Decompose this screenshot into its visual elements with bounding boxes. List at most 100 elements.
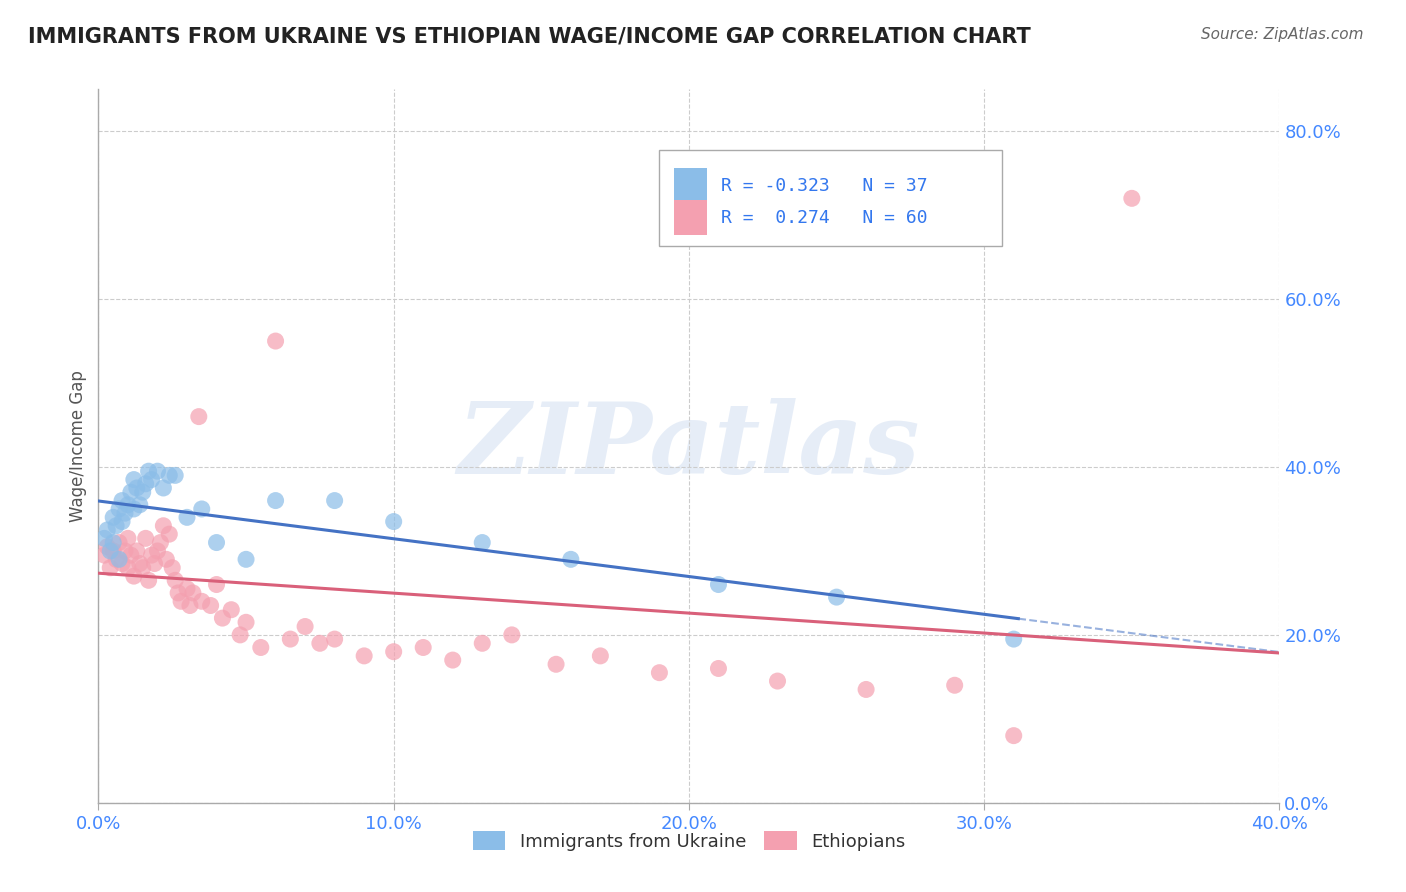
Point <box>122 569 145 583</box>
Point <box>211 611 233 625</box>
Text: IMMIGRANTS FROM UKRAINE VS ETHIOPIAN WAGE/INCOME GAP CORRELATION CHART: IMMIGRANTS FROM UKRAINE VS ETHIOPIAN WAG… <box>28 27 1031 46</box>
Point <box>132 560 155 574</box>
Point <box>471 636 494 650</box>
Point <box>294 619 316 633</box>
Point <box>128 557 150 571</box>
Point <box>114 544 136 558</box>
Point <box>191 502 214 516</box>
Point <box>1121 191 1143 205</box>
Point <box>103 544 125 558</box>
Point <box>501 628 523 642</box>
Point <box>98 544 121 558</box>
Point <box>146 464 169 478</box>
Point <box>117 560 139 574</box>
Point <box>560 552 582 566</box>
FancyBboxPatch shape <box>673 200 707 235</box>
Point <box>96 523 118 537</box>
Point <box>167 586 190 600</box>
Point <box>176 582 198 596</box>
Point <box>93 548 115 562</box>
Point <box>141 473 163 487</box>
Text: Source: ZipAtlas.com: Source: ZipAtlas.com <box>1201 27 1364 42</box>
Point <box>943 678 966 692</box>
Point <box>103 535 125 549</box>
Point <box>114 506 136 520</box>
Point <box>132 485 155 500</box>
Point <box>122 473 145 487</box>
Point <box>235 552 257 566</box>
Point <box>264 334 287 348</box>
Point <box>149 535 172 549</box>
Point <box>229 628 252 642</box>
Point <box>412 640 434 655</box>
Point <box>117 532 139 546</box>
Point <box>1002 632 1025 646</box>
Point <box>855 682 877 697</box>
Point <box>589 648 612 663</box>
Point <box>1002 729 1025 743</box>
Point <box>122 502 145 516</box>
Point <box>264 493 287 508</box>
Point <box>353 648 375 663</box>
Point <box>205 535 228 549</box>
Point <box>157 527 180 541</box>
Point <box>200 599 222 613</box>
Point <box>141 548 163 562</box>
Point <box>111 557 134 571</box>
Point <box>382 645 405 659</box>
Point <box>125 481 148 495</box>
Legend: Immigrants from Ukraine, Ethiopians: Immigrants from Ukraine, Ethiopians <box>465 824 912 858</box>
Text: R =  0.274   N = 60: R = 0.274 N = 60 <box>721 209 928 227</box>
Point <box>707 577 730 591</box>
Point <box>170 594 193 608</box>
Y-axis label: Wage/Income Gap: Wage/Income Gap <box>69 370 87 522</box>
Point <box>155 552 177 566</box>
Point <box>221 603 243 617</box>
Point <box>108 552 131 566</box>
Point <box>382 515 405 529</box>
Point <box>165 574 187 588</box>
Point <box>93 532 115 546</box>
Point <box>766 674 789 689</box>
Point <box>111 515 134 529</box>
Point <box>235 615 257 630</box>
Point <box>323 493 346 508</box>
Point <box>152 518 174 533</box>
Point <box>108 535 131 549</box>
Point <box>648 665 671 680</box>
FancyBboxPatch shape <box>673 168 707 203</box>
Point <box>441 653 464 667</box>
Point <box>707 661 730 675</box>
Point <box>117 498 139 512</box>
FancyBboxPatch shape <box>659 150 1002 246</box>
Text: R = -0.323   N = 37: R = -0.323 N = 37 <box>721 177 928 194</box>
Point <box>157 468 180 483</box>
Point <box>128 498 150 512</box>
Point <box>187 409 209 424</box>
Point <box>191 594 214 608</box>
Point <box>471 535 494 549</box>
Point <box>280 632 302 646</box>
Point <box>138 574 160 588</box>
Point <box>152 481 174 495</box>
Point <box>108 502 131 516</box>
Point <box>143 557 166 571</box>
Point <box>309 636 332 650</box>
Point <box>111 493 134 508</box>
Point <box>135 476 157 491</box>
Point <box>120 485 142 500</box>
Point <box>105 518 128 533</box>
Point <box>103 510 125 524</box>
Point <box>205 577 228 591</box>
Point <box>181 586 204 600</box>
Point <box>323 632 346 646</box>
Point <box>138 464 160 478</box>
Point <box>162 560 183 574</box>
Point <box>96 540 118 554</box>
Point <box>125 544 148 558</box>
Text: ZIPatlas: ZIPatlas <box>458 398 920 494</box>
Point <box>165 468 187 483</box>
Point <box>120 548 142 562</box>
Point <box>105 552 128 566</box>
Point <box>825 590 848 604</box>
